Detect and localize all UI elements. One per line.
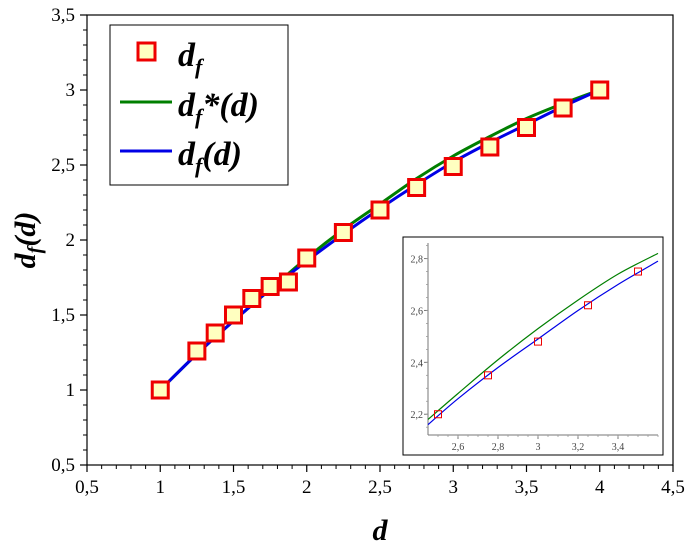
inset-line-df-d — [427, 260, 659, 426]
inset-x-tick-label: 2,6 — [452, 442, 465, 453]
inset-chart: 2,6 2,8 3 3,2 3,4 2,2 2,4 2,6 2,8 — [402, 236, 664, 456]
data-point-marker — [224, 305, 243, 325]
data-point-marker — [278, 272, 298, 292]
data-point-marker — [370, 200, 390, 220]
data-point-marker — [480, 137, 500, 157]
inset-frame — [402, 236, 664, 456]
x-tick-label: 3 — [449, 477, 459, 498]
y-axis-title-suffix: (d) — [9, 212, 42, 247]
y-tick-label: 3,5 — [51, 5, 75, 26]
legend-entry-2: df(d) — [178, 136, 242, 178]
data-point-marker — [407, 178, 427, 197]
inset-x-tick-label: 3 — [536, 442, 541, 453]
x-tick-label: 4 — [595, 477, 605, 498]
inset-series-lines — [427, 252, 659, 426]
inset-series-markers — [434, 267, 642, 419]
main-x-tick-labels: 0,5 1 1,5 2 2,5 3 3,5 4 4,5 — [75, 477, 685, 498]
y-axis-title: df(d) — [9, 212, 46, 269]
data-point-marker — [517, 118, 536, 137]
y-tick-label: 2 — [66, 230, 76, 251]
inset-data-point-marker — [634, 267, 642, 276]
legend-marker-square — [136, 41, 157, 62]
main-y-tick-labels: 0,5 1 1,5 2 2,5 3 3,5 — [51, 5, 75, 476]
data-point-marker — [333, 223, 353, 242]
data-point-marker — [443, 157, 463, 176]
legend: df df*(d) df(d) — [109, 24, 289, 186]
y-axis-title-main: d — [9, 252, 42, 268]
inset-x-tick-label: 2,8 — [492, 442, 505, 453]
legend-entry-1: df*(d) — [178, 87, 259, 129]
x-tick-label: 1,5 — [222, 477, 246, 498]
data-point-marker — [590, 80, 610, 100]
x-tick-label: 2,5 — [368, 477, 392, 498]
svg-text:df(d): df(d) — [9, 212, 46, 269]
data-point-marker — [297, 248, 317, 268]
y-tick-label: 1,5 — [51, 305, 75, 326]
y-tick-label: 2,5 — [51, 155, 75, 176]
data-point-marker — [187, 341, 207, 361]
main-series-markers — [150, 80, 610, 400]
data-point-marker — [242, 289, 262, 308]
inset-axes: 2,6 2,8 3 3,2 3,4 2,2 2,4 2,6 2,8 — [411, 243, 659, 453]
x-tick-label: 4,5 — [661, 477, 685, 498]
inset-data-point-marker — [484, 371, 492, 380]
x-tick-label: 3,5 — [515, 477, 539, 498]
data-point-marker — [260, 277, 280, 296]
x-tick-label: 0,5 — [75, 477, 99, 498]
main-axis-ticks — [80, 14, 674, 472]
x-axis-title: d — [373, 514, 389, 547]
y-tick-label: 3 — [66, 80, 76, 101]
inset-data-point-marker — [434, 410, 442, 419]
inset-x-tick-label: 3,2 — [572, 442, 585, 453]
inset-y-tick-label: 2,4 — [411, 358, 424, 369]
x-tick-label: 2 — [302, 477, 312, 498]
y-tick-label: 0,5 — [51, 455, 75, 476]
inset-data-point-marker — [534, 337, 542, 346]
inset-y-tick-label: 2,2 — [411, 410, 424, 421]
y-axis-title-sub: f — [24, 244, 46, 253]
inset-y-tick-label: 2,8 — [411, 255, 424, 266]
y-tick-label: 1 — [66, 380, 76, 401]
inset-line-df-star — [427, 252, 659, 420]
inset-data-point-marker — [584, 301, 592, 310]
inset-x-tick-label: 3,4 — [612, 442, 625, 453]
legend-entry-0: df — [178, 37, 205, 79]
data-point-marker — [205, 323, 225, 343]
data-point-marker — [150, 380, 170, 400]
inset-y-tick-label: 2,6 — [411, 306, 424, 317]
data-point-marker — [553, 98, 573, 118]
x-tick-label: 1 — [156, 477, 166, 498]
